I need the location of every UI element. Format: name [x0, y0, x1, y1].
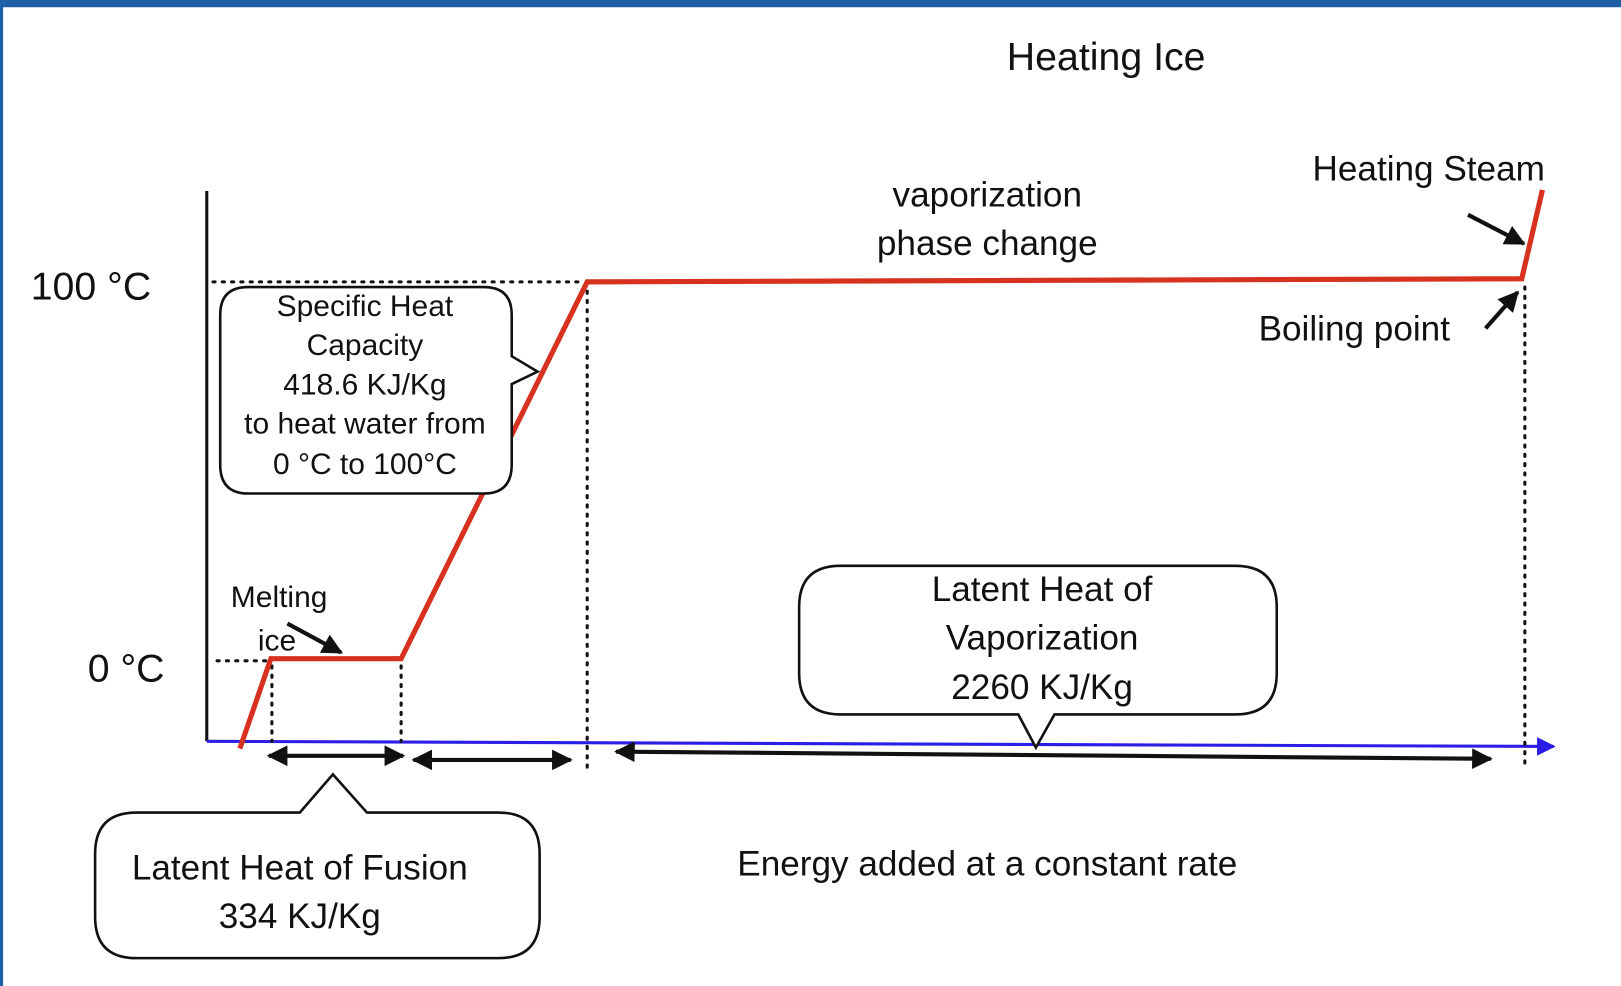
callout-text: 334 KJ/Kg — [219, 897, 381, 936]
callout-text: Vaporization — [946, 618, 1139, 657]
boiling-arrow — [1484, 290, 1520, 330]
x-axis — [206, 737, 1556, 756]
callout-text: Latent Heat of — [932, 570, 1153, 609]
x-axis-label: Energy added at a constant rate — [737, 845, 1237, 884]
specific-heat-callout — [218, 285, 541, 495]
callout-text: Specific Heat — [277, 290, 454, 323]
callout-text: 0 °C to 100°C — [273, 448, 457, 481]
guides — [211, 280, 1527, 771]
y-label-0: 0 °C — [88, 646, 165, 690]
melting-label: ice — [258, 624, 296, 657]
left-border — [0, 0, 4, 986]
melting-arrow — [286, 621, 343, 655]
steam-arrow — [1467, 212, 1526, 246]
melting-label: Melting — [231, 581, 328, 614]
callout-text: Capacity — [307, 329, 424, 362]
fusion-callout — [93, 772, 541, 960]
callout-text: to heat water from — [244, 408, 486, 441]
boiling-point-label: Boiling point — [1259, 310, 1451, 349]
callout-text: Latent Heat of Fusion — [132, 849, 468, 888]
y-label-100: 100 °C — [31, 264, 152, 308]
callout-text: 2260 KJ/Kg — [951, 668, 1133, 707]
vaporization-label: phase change — [877, 224, 1098, 263]
vaporization-label: vaporization — [893, 176, 1082, 215]
heating-steam-label: Heating Steam — [1313, 150, 1545, 189]
title: Heating Ice — [1007, 35, 1206, 79]
callout-text: 418.6 KJ/Kg — [283, 368, 446, 401]
top-border — [0, 0, 1621, 8]
interval-arrows — [266, 741, 1493, 771]
vaporization-callout — [797, 564, 1279, 751]
